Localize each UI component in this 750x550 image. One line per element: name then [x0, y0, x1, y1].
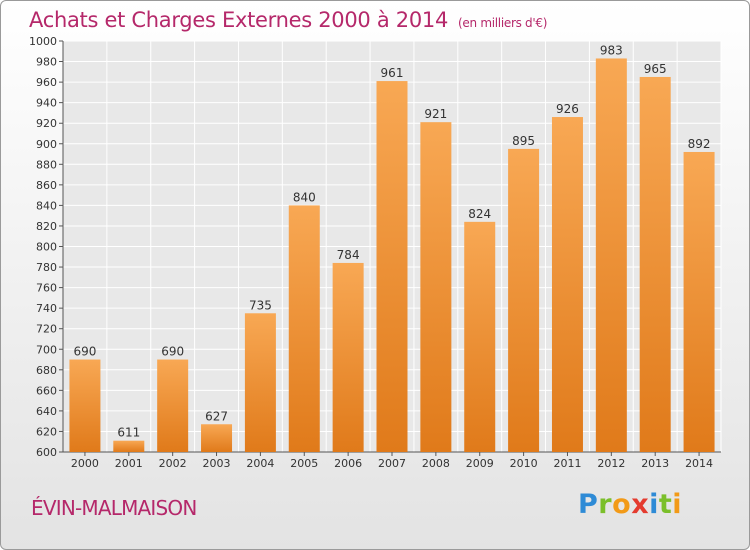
bar-value-label: 784	[337, 248, 360, 262]
logo-letter: x	[631, 489, 650, 520]
x-tick-label: 2000	[71, 457, 99, 470]
chart-unit: (en milliers d'€)	[458, 16, 548, 30]
x-tick-label: 2011	[553, 457, 581, 470]
x-tick-label: 2003	[203, 457, 231, 470]
chart-title: Achats et Charges Externes 2000 à 2014 (e…	[29, 8, 547, 32]
bar-value-label: 965	[644, 62, 667, 76]
bar	[595, 58, 627, 452]
bar-value-label: 895	[512, 134, 535, 148]
x-tick-label: 2013	[641, 457, 669, 470]
y-tick-label: 820	[36, 220, 57, 233]
x-tick-label: 2004	[246, 457, 274, 470]
y-tick-label: 980	[36, 56, 57, 69]
y-tick-label: 640	[36, 405, 57, 418]
logo-letter: o	[612, 489, 632, 520]
bar-value-label: 627	[205, 409, 228, 423]
bar	[376, 81, 408, 452]
y-tick-label: 740	[36, 302, 57, 315]
bar-value-label: 690	[73, 345, 96, 359]
y-tick-label: 700	[36, 343, 57, 356]
bar-value-label: 926	[556, 102, 579, 116]
chart-title-text: Achats et Charges Externes 2000 à 2014	[29, 8, 449, 32]
y-tick-label: 620	[36, 425, 57, 438]
logo-letter: P	[578, 489, 599, 520]
bar	[508, 148, 540, 452]
bar-value-label: 690	[161, 345, 184, 359]
x-tick-label: 2008	[422, 457, 450, 470]
y-tick-label: 660	[36, 384, 57, 397]
y-tick-label: 720	[36, 323, 57, 336]
y-tick-label: 880	[36, 158, 57, 171]
bar	[464, 221, 496, 452]
y-tick-label: 920	[36, 117, 57, 130]
place-name: ÉVIN-MALMAISON	[31, 496, 197, 520]
bar	[288, 205, 320, 452]
x-tick-label: 2010	[510, 457, 538, 470]
y-tick-label: 800	[36, 241, 57, 254]
bar-value-label: 840	[293, 190, 316, 204]
y-tick-label: 1000	[29, 35, 57, 48]
bar	[69, 359, 101, 452]
bar-value-label: 983	[600, 43, 623, 57]
bar-value-label: 921	[424, 107, 447, 121]
bar	[244, 313, 276, 452]
bar	[639, 76, 671, 453]
bar	[157, 359, 189, 452]
y-tick-label: 840	[36, 199, 57, 212]
y-tick-label: 780	[36, 261, 57, 274]
bar	[113, 440, 145, 452]
y-tick-label: 600	[36, 446, 57, 459]
x-tick-label: 2002	[159, 457, 187, 470]
bar	[201, 424, 233, 452]
bar-value-label: 611	[117, 426, 140, 440]
logo-letter: t	[658, 489, 673, 520]
bar-value-label: 735	[249, 298, 272, 312]
x-tick-label: 2012	[597, 457, 625, 470]
x-tick-label: 2007	[378, 457, 406, 470]
bar	[683, 151, 715, 452]
y-tick-label: 680	[36, 364, 57, 377]
bar-value-label: 961	[381, 66, 404, 80]
x-tick-label: 2009	[466, 457, 494, 470]
bar-value-label: 892	[688, 137, 711, 151]
bar	[420, 122, 452, 453]
y-tick-label: 760	[36, 282, 57, 295]
x-tick-label: 2014	[685, 457, 713, 470]
logo-letter: r	[598, 489, 613, 520]
y-tick-label: 960	[36, 76, 57, 89]
x-tick-label: 2005	[290, 457, 318, 470]
bar	[332, 262, 364, 452]
y-tick-label: 940	[36, 97, 57, 110]
bar-value-label: 824	[468, 207, 491, 221]
logo-letter: i	[649, 489, 659, 520]
bar	[551, 117, 583, 452]
proxiti-logo: Proxiti	[578, 489, 682, 520]
y-tick-label: 860	[36, 179, 57, 192]
x-tick-label: 2006	[334, 457, 362, 470]
logo-letter: i	[672, 489, 683, 520]
x-tick-label: 2001	[115, 457, 143, 470]
y-tick-label: 900	[36, 138, 57, 151]
